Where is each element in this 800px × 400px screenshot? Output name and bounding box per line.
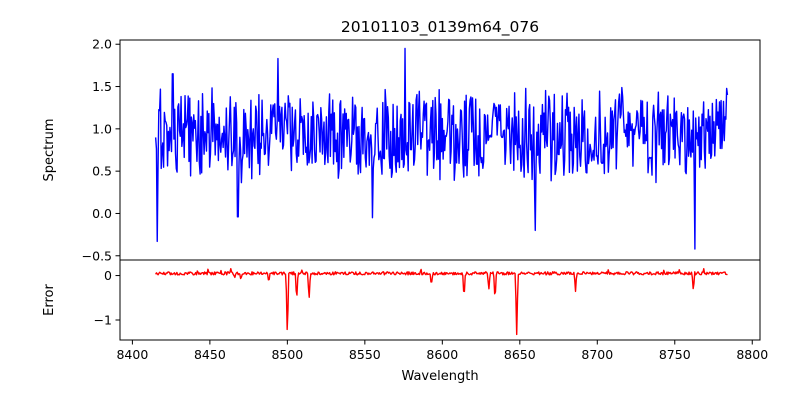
x-axis-ticks: 8400 8450 8500 8550 8600 8650 8700 8750 8800 bbox=[116, 340, 768, 362]
error-series-line bbox=[155, 268, 728, 336]
x-tick-label: 8600 bbox=[426, 347, 458, 362]
error-y-ticks: −1 0 bbox=[94, 268, 120, 328]
x-tick-label: 8700 bbox=[581, 347, 613, 362]
spectrum-y-tick-label: 1.0 bbox=[92, 121, 112, 136]
x-tick-label: 8500 bbox=[271, 347, 303, 362]
spectrum-y-tick-label: 2.0 bbox=[92, 37, 112, 52]
spectrum-y-tick-label: 0.0 bbox=[92, 206, 112, 221]
x-axis-label: Wavelength bbox=[401, 369, 478, 384]
x-tick-label: 8550 bbox=[349, 347, 381, 362]
spectrum-y-tick-label: −0.5 bbox=[82, 248, 112, 263]
x-tick-label: 8800 bbox=[736, 347, 768, 362]
error-y-axis-label: Error bbox=[42, 284, 57, 316]
spectrum-y-axis-label: Spectrum bbox=[42, 119, 57, 182]
error-panel: −1 0 Error bbox=[42, 259, 761, 341]
error-y-tick-label: −1 bbox=[94, 313, 112, 328]
error-plot-frame bbox=[119, 259, 761, 341]
x-tick-label: 8750 bbox=[659, 347, 691, 362]
chart-title: 20101103_0139m64_076 bbox=[341, 18, 539, 37]
x-tick-label: 8400 bbox=[116, 347, 148, 362]
spectrum-y-tick-label: 1.5 bbox=[92, 79, 112, 94]
spectrum-y-ticks: −0.5 0.0 0.5 1.0 1.5 2.0 bbox=[82, 37, 120, 263]
spectrum-series-line bbox=[154, 47, 729, 250]
spectrum-y-tick-label: 0.5 bbox=[92, 164, 112, 179]
error-y-tick-label: 0 bbox=[104, 268, 112, 283]
spectrum-panel: −0.5 0.0 0.5 1.0 1.5 2.0 Spectrum bbox=[42, 37, 761, 263]
x-tick-label: 8450 bbox=[194, 347, 226, 362]
x-tick-label: 8650 bbox=[504, 347, 536, 362]
